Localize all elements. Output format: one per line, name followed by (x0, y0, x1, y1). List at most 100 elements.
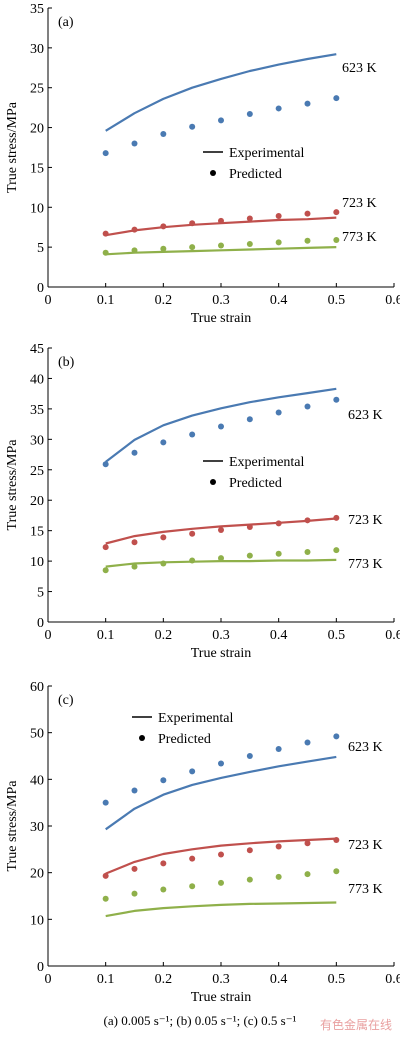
predicted-point (275, 520, 282, 527)
predicted-point (246, 552, 253, 559)
y-tick-label: 0 (37, 616, 44, 631)
series-label: 723 K (342, 196, 377, 211)
predicted-point (189, 123, 196, 130)
y-tick-label: 5 (37, 586, 44, 601)
predicted-point (304, 840, 311, 847)
y-tick-label: 20 (30, 494, 44, 509)
predicted-point (246, 416, 253, 423)
predicted-point (333, 514, 340, 521)
y-tick-label: 20 (30, 867, 44, 882)
y-tick-label: 35 (30, 403, 44, 418)
predicted-point (304, 739, 311, 746)
predicted-point (218, 423, 224, 430)
x-tick-label: 0.5 (328, 628, 346, 643)
figure-caption: (a) 0.005 s⁻¹; (b) 0.05 s⁻¹; (c) 0.5 s⁻¹ (103, 1013, 297, 1028)
x-tick-label: 0.1 (97, 972, 115, 987)
legend-label-predicted: Predicted (229, 167, 282, 182)
predicted-point (102, 230, 109, 237)
x-tick-label: 0 (45, 628, 52, 643)
predicted-point (275, 746, 282, 752)
predicted-point (275, 550, 282, 557)
x-tick-label: 0 (45, 293, 52, 308)
y-tick-label: 30 (30, 820, 44, 835)
predicted-point (218, 217, 224, 224)
experimental-line-773K (105, 558, 337, 568)
predicted-point (275, 409, 282, 416)
x-tick-label: 0.4 (270, 293, 288, 308)
x-tick-label: 0.6 (385, 293, 400, 308)
x-tick-label: 0.2 (155, 972, 173, 987)
predicted-point (275, 873, 282, 880)
x-tick-label: 0.4 (270, 628, 288, 643)
predicted-point (102, 544, 109, 551)
predicted-point (189, 244, 196, 251)
predicted-point (304, 100, 311, 107)
chart-panel-c: 0 0.1 0.2 0.3 0.4 0.5 0.6 0 10 20 30 40 50 60 True str… (5, 680, 400, 1005)
legend-label-experimental: Experimental (229, 455, 305, 470)
y-tick-label: 25 (30, 82, 44, 97)
legend-label-predicted: Predicted (229, 476, 282, 491)
predicted-point (131, 140, 138, 147)
predicted-point (160, 130, 167, 137)
predicted-point (275, 239, 282, 246)
y-tick-label: 10 (30, 913, 44, 928)
predicted-point (102, 461, 109, 468)
experimental-line-623K (105, 755, 337, 831)
predicted-point (246, 215, 253, 222)
watermark: 有色金属在线 (319, 1018, 392, 1032)
panel-label: (a) (58, 15, 74, 30)
y-tick-label: 5 (37, 241, 44, 256)
predicted-point (102, 249, 109, 256)
legend-label-predicted: Predicted (158, 732, 211, 747)
y-tick-label: 30 (30, 433, 44, 448)
predicted-point (333, 733, 340, 740)
predicted-point (218, 242, 224, 249)
predicted-point (304, 403, 311, 410)
predicted-point (131, 449, 138, 456)
predicted-point (131, 865, 138, 872)
predicted-point (189, 220, 196, 227)
predicted-point (189, 530, 196, 537)
x-tick-label: 0.3 (212, 972, 230, 987)
x-tick-label: 0.6 (385, 628, 400, 643)
x-tick-label: 0.3 (212, 628, 230, 643)
predicted-point (246, 847, 253, 854)
predicted-point (131, 787, 138, 794)
y-tick-label: 10 (30, 555, 44, 570)
series-label: 773 K (342, 230, 377, 245)
predicted-point (333, 209, 340, 216)
predicted-point (246, 240, 253, 247)
series-label: 723 K (348, 838, 383, 853)
predicted-point (333, 396, 340, 403)
x-axis-label: True strain (191, 646, 252, 661)
predicted-point (189, 557, 196, 564)
predicted-point (246, 753, 253, 759)
predicted-point (160, 245, 167, 252)
predicted-point (189, 431, 196, 438)
y-axis-label: True stress/MPa (5, 439, 20, 531)
predicted-point (160, 860, 167, 867)
series-label: 723 K (348, 513, 383, 528)
predicted-point (102, 150, 109, 157)
y-tick-label: 40 (30, 773, 44, 788)
predicted-point (131, 890, 138, 897)
predicted-point (246, 876, 253, 883)
series-label: 623 K (348, 408, 383, 423)
legend-label-experimental: Experimental (158, 711, 234, 726)
predicted-point (333, 837, 340, 843)
x-tick-label: 0.2 (155, 628, 173, 643)
series-label: 623 K (348, 740, 383, 755)
experimental-line-623K (105, 387, 337, 463)
y-tick-label: 0 (37, 960, 44, 975)
predicted-point (218, 879, 224, 886)
y-tick-label: 40 (30, 372, 44, 387)
predicted-point (218, 555, 224, 562)
predicted-point (333, 236, 340, 243)
y-tick-label: 10 (30, 201, 44, 216)
predicted-point (218, 851, 224, 858)
predicted-point (189, 855, 196, 862)
predicted-point (275, 843, 282, 850)
x-tick-label: 0.5 (328, 293, 346, 308)
y-tick-label: 45 (30, 342, 44, 357)
x-tick-label: 0.1 (97, 293, 115, 308)
